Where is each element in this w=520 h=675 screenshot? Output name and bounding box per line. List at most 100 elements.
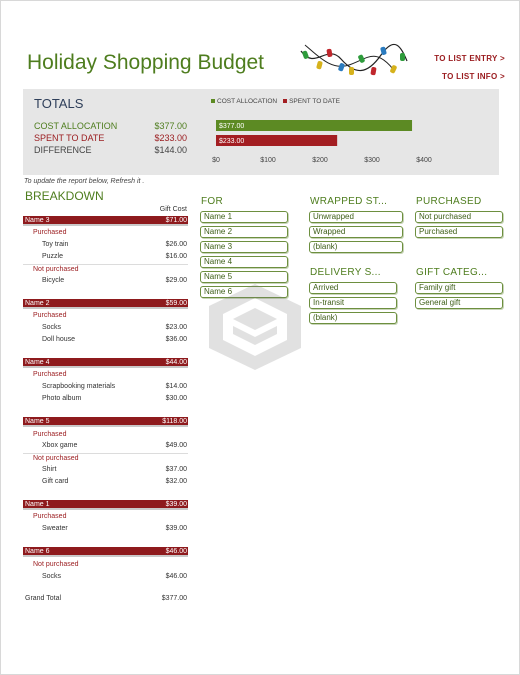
to-list-info-link[interactable]: TO LIST INFO > bbox=[442, 72, 505, 81]
status-row: Not purchased bbox=[23, 453, 188, 463]
slicer-item-delivery-status[interactable]: In-transit bbox=[309, 297, 397, 309]
slicer-item-delivery-status[interactable]: (blank) bbox=[309, 312, 397, 324]
group-name: Name 6 bbox=[25, 548, 50, 556]
slicer-item-gift-category[interactable]: General gift bbox=[415, 297, 503, 309]
status-label: Purchased bbox=[33, 229, 67, 237]
slicer-item-for[interactable]: Name 2 bbox=[200, 226, 288, 238]
item-row: Photo album $30.00 bbox=[23, 394, 188, 404]
legend-spent-to-date: SPENT TO DATE bbox=[283, 98, 340, 105]
group-name: Name 1 bbox=[25, 501, 50, 508]
item-row: Bicycle $29.00 bbox=[23, 276, 188, 286]
item-name: Puzzle bbox=[42, 252, 64, 260]
breakdown-group-header: Name 1 $39.00 bbox=[23, 500, 188, 510]
item-cost: $16.00 bbox=[165, 252, 187, 260]
item-row: Gift card $32.00 bbox=[23, 477, 188, 487]
difference-value: $144.00 bbox=[154, 145, 187, 155]
bar-cost-allocation bbox=[216, 120, 413, 131]
item-cost: $37.00 bbox=[165, 465, 187, 473]
item-cost: $39.00 bbox=[165, 525, 187, 533]
chart-legend: COST ALLOCATION SPENT TO DATE bbox=[211, 98, 340, 105]
status-label: Purchased bbox=[33, 371, 67, 379]
item-name: Socks bbox=[42, 572, 62, 580]
status-label: Purchased bbox=[33, 430, 67, 438]
item-cost: $46.00 bbox=[165, 572, 187, 580]
item-cost: $29.00 bbox=[165, 276, 187, 284]
item-name: Scrapbooking materials bbox=[42, 383, 116, 391]
group-name: Name 5 bbox=[25, 418, 50, 426]
spent-to-date-value: $233.00 bbox=[154, 133, 187, 143]
to-list-entry-link[interactable]: TO LIST ENTRY > bbox=[434, 54, 505, 63]
item-name: Sweater bbox=[42, 525, 68, 533]
group-total: $118.00 bbox=[162, 418, 187, 426]
spent-to-date-label: SPENT TO DATE bbox=[34, 133, 105, 143]
item-cost: $30.00 bbox=[165, 394, 187, 402]
cost-allocation-label: COST ALLOCATION bbox=[34, 121, 118, 131]
item-row: Socks $23.00 bbox=[23, 323, 188, 333]
slicer-title-delivery-status: DELIVERY S... bbox=[310, 267, 381, 278]
x-tick-label: $400 bbox=[416, 157, 432, 164]
totals-title: TOTALS bbox=[34, 96, 84, 111]
group-total: $44.00 bbox=[165, 359, 187, 366]
slicer-item-wrapped-status[interactable]: Wrapped bbox=[309, 226, 403, 238]
gift-cost-header: Gift Cost bbox=[159, 206, 187, 213]
status-label: Purchased bbox=[33, 312, 67, 320]
item-name: Shirt bbox=[42, 465, 57, 473]
slicer-item-purchased[interactable]: Purchased bbox=[415, 226, 503, 238]
item-row: Toy train $26.00 bbox=[23, 240, 188, 250]
item-name: Toy train bbox=[42, 241, 69, 249]
slicer-item-for[interactable]: Name 3 bbox=[200, 241, 288, 253]
status-row: Not purchased bbox=[23, 263, 188, 274]
slicer-item-delivery-status[interactable]: Arrived bbox=[309, 282, 397, 294]
totals-panel: TOTALS COST ALLOCATION $377.00 SPENT TO … bbox=[23, 89, 499, 175]
legend-cost-allocation: COST ALLOCATION bbox=[211, 98, 277, 105]
slicer-title-gift-category: GIFT CATEG... bbox=[416, 267, 488, 278]
slicer-title-for: FOR bbox=[201, 196, 224, 207]
group-total: $46.00 bbox=[165, 548, 187, 556]
item-name: Bicycle bbox=[42, 276, 65, 284]
slicer-item-for[interactable]: Name 1 bbox=[200, 211, 288, 223]
item-cost: $32.00 bbox=[165, 477, 187, 485]
status-row: Purchased bbox=[23, 311, 188, 321]
item-name: Socks bbox=[42, 323, 62, 331]
group-name: Name 3 bbox=[25, 217, 50, 224]
group-total: $59.00 bbox=[165, 299, 187, 307]
x-tick-label: $200 bbox=[312, 157, 328, 164]
status-label: Not purchased bbox=[33, 455, 79, 463]
item-row: Sweater $39.00 bbox=[23, 524, 188, 534]
breakdown-title: BREAKDOWN bbox=[25, 189, 104, 203]
slicer-item-wrapped-status[interactable]: Unwrapped bbox=[309, 211, 403, 223]
item-cost: $49.00 bbox=[165, 442, 187, 450]
status-row: Purchased bbox=[23, 370, 188, 380]
item-cost: $23.00 bbox=[165, 323, 187, 331]
grand-total-value: $377.00 bbox=[161, 595, 187, 602]
item-cost: $26.00 bbox=[165, 241, 187, 249]
item-row: Puzzle $16.00 bbox=[23, 252, 188, 262]
breakdown-group-header: Name 6 $46.00 bbox=[23, 547, 188, 558]
status-row: Purchased bbox=[23, 512, 188, 522]
slicer-item-for[interactable]: Name 5 bbox=[200, 271, 288, 283]
item-name: Doll house bbox=[42, 335, 76, 343]
item-name: Xbox game bbox=[42, 442, 78, 450]
group-total: $71.00 bbox=[165, 217, 187, 224]
status-label: Not purchased bbox=[33, 560, 79, 568]
slicer-title-purchased: PURCHASED bbox=[416, 196, 482, 207]
item-cost: $36.00 bbox=[165, 335, 187, 343]
x-tick-label: $100 bbox=[260, 157, 276, 164]
slicer-item-wrapped-status[interactable]: (blank) bbox=[309, 241, 403, 253]
item-row: Shirt $37.00 bbox=[23, 465, 188, 475]
item-row: Xbox game $49.00 bbox=[23, 441, 188, 451]
status-row: Purchased bbox=[23, 228, 188, 238]
slicer-item-for[interactable]: Name 6 bbox=[200, 286, 288, 298]
slicer-item-for[interactable]: Name 4 bbox=[200, 256, 288, 268]
item-name: Gift card bbox=[42, 477, 69, 485]
slicer-item-gift-category[interactable]: Family gift bbox=[415, 282, 503, 294]
status-row: Not purchased bbox=[23, 560, 188, 570]
bar-data-label: $233.00 bbox=[219, 138, 244, 145]
group-name: Name 2 bbox=[25, 299, 50, 307]
slicer-item-purchased[interactable]: Not purchased bbox=[415, 211, 503, 223]
status-row: Purchased bbox=[23, 430, 188, 440]
breakdown-group-header: Name 5 $118.00 bbox=[23, 417, 188, 428]
string-lights-icon bbox=[300, 43, 408, 76]
cost-allocation-value: $377.00 bbox=[154, 121, 187, 131]
